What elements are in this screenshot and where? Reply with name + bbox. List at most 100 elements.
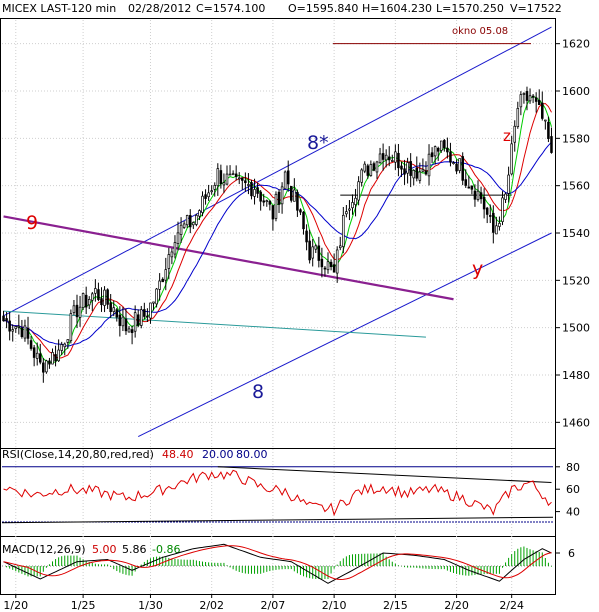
candle-body xyxy=(112,307,115,312)
date-tick-label: 2/15 xyxy=(383,599,408,612)
date-tick-label: 2/07 xyxy=(261,599,286,612)
date-tick-label: 2/02 xyxy=(199,599,224,612)
candle-body xyxy=(274,193,278,219)
candle-body xyxy=(537,99,541,105)
candle-body xyxy=(400,165,403,170)
candle-body xyxy=(525,91,529,101)
ma-slow-line xyxy=(3,141,552,347)
candle-body xyxy=(541,102,544,119)
candle-body xyxy=(464,179,468,186)
candle-body xyxy=(522,93,526,95)
candle-body xyxy=(225,173,229,185)
moving-averages xyxy=(3,95,552,364)
candle-body xyxy=(473,190,477,200)
candle-body xyxy=(369,164,373,176)
macd-series xyxy=(2,543,553,584)
candle-body xyxy=(38,353,42,363)
candle-body xyxy=(207,192,210,198)
candle-body xyxy=(265,200,269,202)
candle-body xyxy=(94,288,97,294)
price-annotations: okno 05.08 8* 9 8 y z xyxy=(26,26,511,403)
candle-body xyxy=(308,240,311,261)
candle-body xyxy=(78,306,82,318)
rsi-series xyxy=(1,466,554,524)
candle-body xyxy=(271,205,275,220)
candle-body xyxy=(152,301,155,304)
candle-body xyxy=(461,156,464,181)
candle-body xyxy=(495,225,498,235)
candle-body xyxy=(244,180,247,184)
candle-body xyxy=(293,189,296,202)
candle-body xyxy=(57,349,60,362)
candle-body xyxy=(54,354,57,362)
candle-body xyxy=(406,162,409,174)
candle-body xyxy=(314,245,318,250)
candle-body xyxy=(323,267,327,270)
candle-body xyxy=(247,184,250,186)
trendline-teal-line xyxy=(3,310,426,338)
candle-body xyxy=(381,153,385,160)
rsi-panel: RSI(Close,14,20,80,red,red) 48.40 20.00 … xyxy=(1,448,580,524)
candle-body xyxy=(427,153,431,177)
candle-body xyxy=(106,289,109,305)
candle-body xyxy=(103,289,106,306)
candle-body xyxy=(387,156,391,161)
macd-axis: 6 xyxy=(555,547,575,560)
price-tick-label: 1580 xyxy=(562,132,590,145)
candle-body xyxy=(286,170,290,185)
date-tick-label: 1/20 xyxy=(3,599,28,612)
candle-body xyxy=(109,302,112,313)
candle-body xyxy=(149,302,152,319)
candle-body xyxy=(363,163,367,172)
candle-body xyxy=(231,173,235,176)
candle-body xyxy=(354,197,357,205)
candle-body xyxy=(170,251,174,258)
candle-body xyxy=(14,326,18,329)
candle-body xyxy=(250,182,253,197)
candle-body xyxy=(430,152,434,158)
header-open: O=1595.840 xyxy=(288,2,358,15)
candle-body xyxy=(75,304,79,318)
trendlines xyxy=(3,26,552,437)
price-tick-label: 1600 xyxy=(562,85,590,98)
candle-body xyxy=(351,202,354,209)
annotation-8: 8 xyxy=(252,381,264,403)
candle-body xyxy=(97,289,100,300)
candle-body xyxy=(479,192,483,200)
candle-body xyxy=(213,185,217,190)
candle-body xyxy=(42,362,45,373)
candle-body xyxy=(547,121,550,139)
candle-body xyxy=(311,246,314,259)
candle-body xyxy=(302,211,305,230)
candle-body xyxy=(492,212,495,233)
date-tick-label: 1/25 xyxy=(71,599,96,612)
candle-body xyxy=(158,280,161,290)
candle-body xyxy=(424,170,428,175)
macd-signal-value: 5.00 xyxy=(92,543,117,556)
candle-body xyxy=(26,327,30,339)
date-axis: 1/20 1/25 1/30 2/02 2/07 2/10 2/15 2/20 2/24 xyxy=(3,594,524,612)
candle-body xyxy=(84,294,88,308)
candle-body xyxy=(449,151,452,163)
rsi-upper-trendline xyxy=(217,466,552,483)
candle-body xyxy=(127,328,131,333)
rsi-axis: 40 60 80 xyxy=(555,461,580,519)
price-tick-label: 1460 xyxy=(562,416,590,429)
candle-body xyxy=(446,147,449,153)
candle-body xyxy=(262,200,265,203)
candle-body xyxy=(8,320,11,332)
candle-body xyxy=(5,318,8,321)
candle-body xyxy=(87,299,91,306)
candle-body xyxy=(201,195,204,213)
candle-body xyxy=(519,94,523,108)
candle-body xyxy=(516,108,520,127)
rsi-upper-level: 80.00 xyxy=(236,448,268,461)
candle-body xyxy=(418,171,422,181)
rsi-tick-label: 60 xyxy=(566,483,580,496)
candle-body xyxy=(182,223,186,228)
candle-body xyxy=(146,315,149,318)
rsi-value: 48.40 xyxy=(162,448,194,461)
candle-body xyxy=(48,360,51,365)
candle-body xyxy=(60,344,63,351)
